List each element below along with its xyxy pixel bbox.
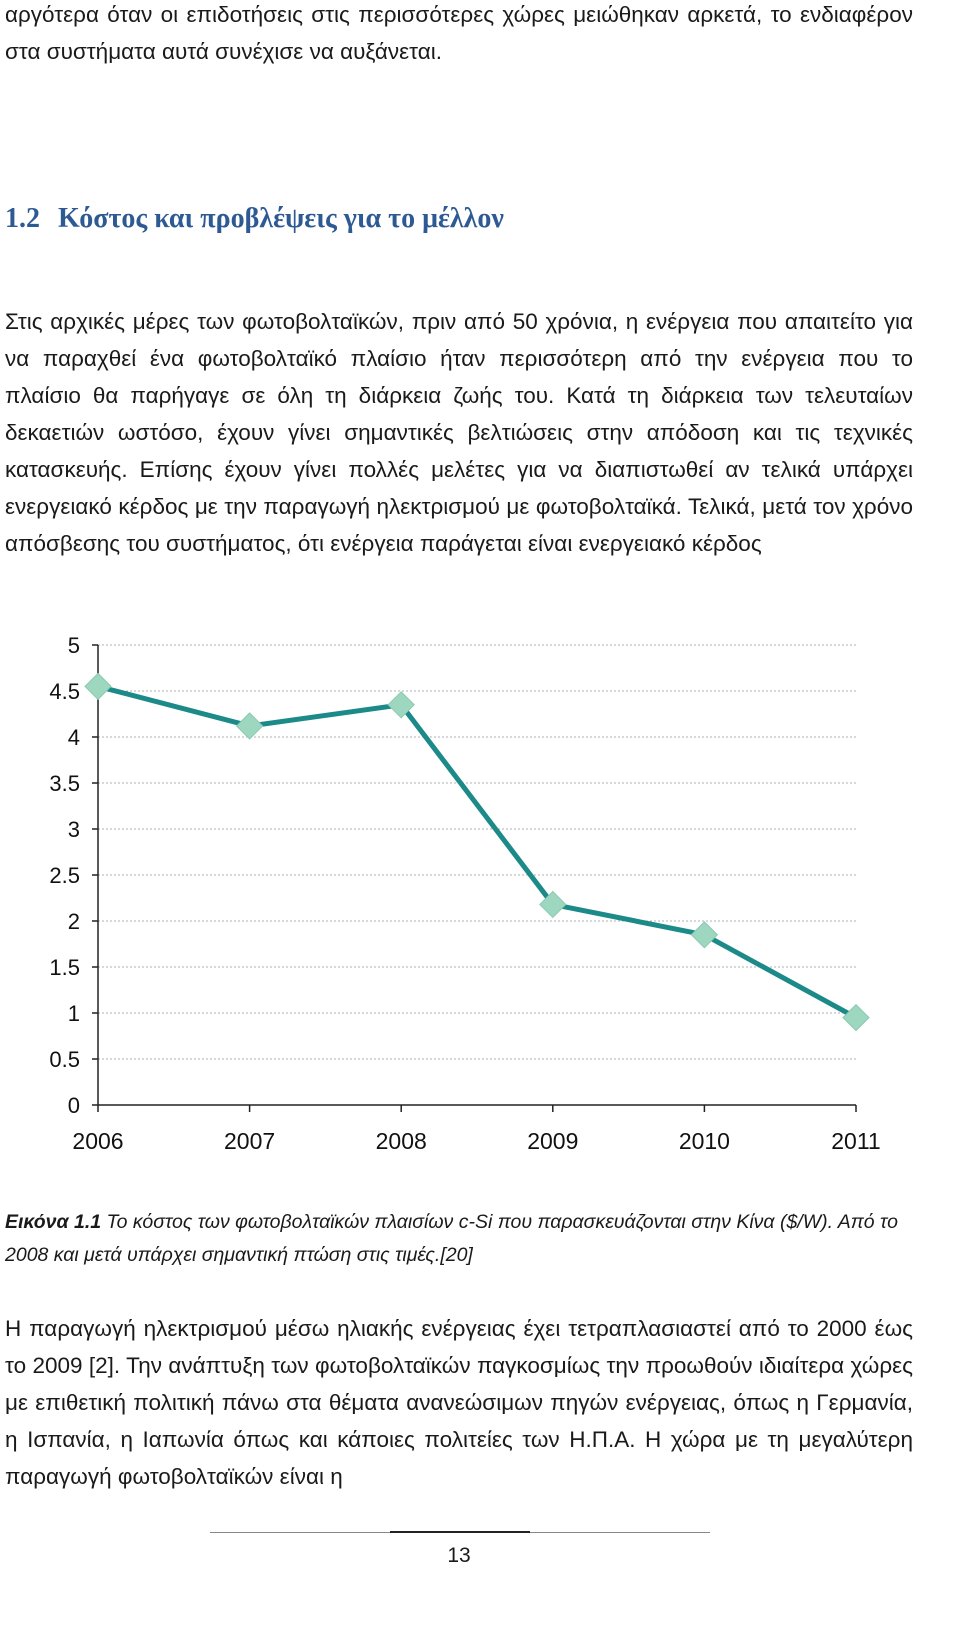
- data-point-2008: [387, 691, 415, 719]
- intro-paragraph-tail: αργότερα όταν οι επιδοτήσεις στις περισσ…: [5, 2, 913, 64]
- data-point-2011: [842, 1003, 870, 1032]
- data-point-2009: [539, 890, 567, 919]
- series-line-path: [97, 683, 858, 1020]
- y-tick-label: 3.5: [49, 771, 80, 796]
- figure-caption: Εικόνα 1.1 Το κόστος των φωτοβολταϊκών π…: [5, 1206, 915, 1272]
- page-number: 13: [447, 1544, 471, 1567]
- y-tick-labels: 0 0.5 1 1.5 2 2.5 3 3.5 4 4.5 5: [49, 633, 80, 1118]
- grid-lines: [98, 644, 856, 1060]
- y-tick-label: 4.5: [49, 679, 80, 704]
- y-tick-label: 2.5: [49, 863, 80, 888]
- caption-text: Το κόστος των φωτοβολταϊκών πλαισίων c-S…: [5, 1211, 898, 1266]
- y-tick-label: 0.5: [49, 1047, 80, 1072]
- y-tick-label: 2: [68, 909, 80, 934]
- data-point-2010: [690, 921, 719, 949]
- x-tick-labels: 2006 2007 2008 2009 2010 2011: [72, 1128, 880, 1154]
- section-number: 1.2: [5, 203, 40, 234]
- footer-divider-accent: [390, 1531, 530, 1533]
- section-heading: 1.2 Κόστος και προβλέψεις για το μέλλον: [5, 203, 504, 235]
- cost-line-chart: 00.511.522.533.544.55 2006 2007 2008 2009 20…: [49, 633, 880, 1154]
- body-paragraph-1: Στις αρχικές μέρες των φωτοβολταϊκών, πρ…: [5, 309, 913, 556]
- data-point-2007: [235, 712, 264, 740]
- chart-axes: [92, 644, 857, 1112]
- y-tick-label: 4: [68, 725, 80, 750]
- y-tick-label: 1: [68, 1001, 80, 1026]
- caption-label: Εικόνα 1.1: [5, 1211, 102, 1233]
- data-point-2006: [84, 672, 112, 701]
- x-tick-label: 2010: [679, 1128, 730, 1154]
- y-tick-label: 1.5: [49, 955, 80, 980]
- x-tick-label: 2006: [72, 1128, 123, 1154]
- x-tick-label: 2009: [527, 1128, 578, 1154]
- x-tick-label: 2008: [376, 1128, 427, 1154]
- y-tick-label: 3: [68, 817, 80, 842]
- y-tick-label: 0: [68, 1093, 80, 1118]
- series-line: [97, 683, 858, 1020]
- section-title: Κόστος και προβλέψεις για το μέλλον: [58, 203, 504, 234]
- y-tick-label: 5: [68, 633, 80, 658]
- data-points: [84, 672, 870, 1032]
- x-tick-label: 2007: [224, 1128, 275, 1154]
- body-paragraph-2: Η παραγωγή ηλεκτρισμού μέσω ηλιακής ενέρ…: [5, 1316, 913, 1489]
- x-tick-label: 2011: [831, 1128, 880, 1154]
